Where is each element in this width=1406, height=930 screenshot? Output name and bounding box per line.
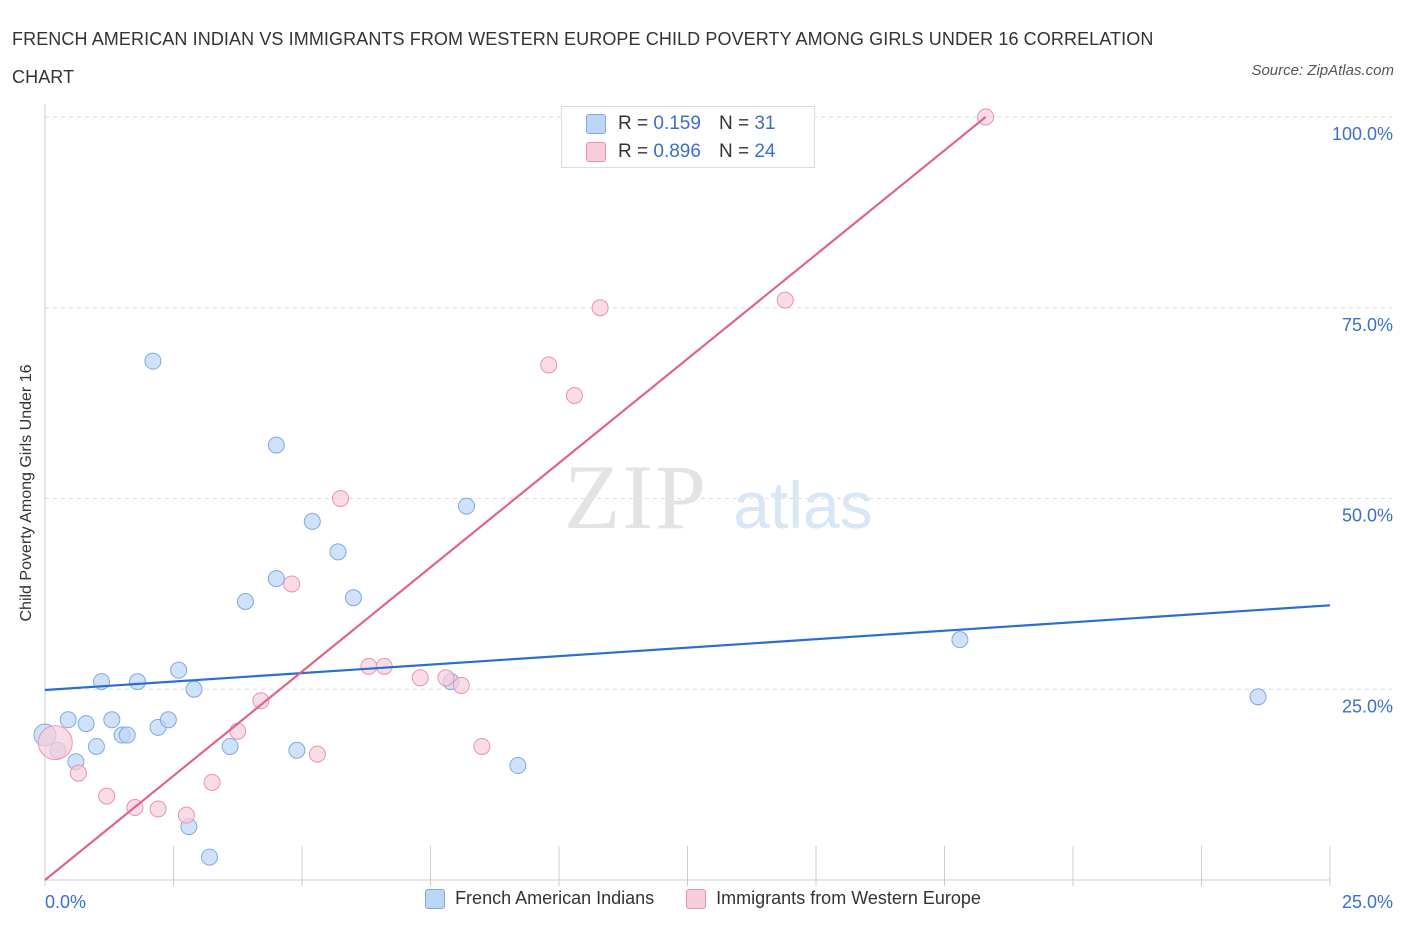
data-point [267,436,285,454]
data-point [411,669,429,687]
legend-label: French American Indians [455,888,655,908]
stats-r-label: R = [618,141,649,162]
stats-swatch-pink [586,142,606,162]
data-point [118,726,136,744]
x-tick-label: 0.0% [45,892,86,912]
data-point [509,757,527,775]
data-point [457,497,475,515]
data-point [159,711,177,729]
y-tick-label: 100.0% [1332,124,1393,144]
stats-n-value: 24 [754,141,776,162]
data-point [360,657,378,675]
series-immigrants-western-europe [37,108,995,824]
stats-r-value: 0.896 [653,141,701,162]
series-french-american-indians [33,352,1267,866]
data-point [267,570,285,588]
data-point [229,722,247,740]
data-point [185,680,203,698]
data-point [303,512,321,530]
data-point [37,725,73,761]
legend-label: Immigrants from Western Europe [716,888,981,908]
data-point [591,299,609,317]
data-point [344,589,362,607]
watermark-zip: ZIP [564,446,708,548]
data-point [951,631,969,649]
stats-row-pink: R = 0.896 N = 24 [586,139,775,165]
watermark-atlas: atlas [733,468,872,542]
data-point [332,490,350,507]
data-point [283,575,301,593]
data-point [329,543,347,561]
stats-swatch-blue [586,114,606,134]
data-point [437,669,455,687]
data-point [308,745,326,763]
trend-line [44,604,1331,692]
trend-line [44,116,987,881]
data-point [129,673,147,691]
data-point [59,711,77,729]
stats-r-label: R = [618,113,649,134]
y-axis-label: Child Poverty Among Girls Under 16 [18,364,35,622]
trend-lines [44,116,1331,881]
data-point [540,356,558,374]
data-point [77,715,95,733]
chart-legend: French American Indians Immigrants from … [0,888,1406,909]
chart-title: FRENCH AMERICAN INDIAN VS IMMIGRANTS FRO… [12,29,1154,87]
data-point [236,593,254,611]
data-point [203,773,221,791]
stats-box: R = 0.159 N = 31 R = 0.896 N = 24 [561,106,815,168]
source-credit: Source: ZipAtlas.com [1251,62,1394,79]
data-point [87,737,105,755]
stats-n-label: N = [718,141,750,162]
data-point [103,711,121,729]
stats-n-label: N = [718,113,750,134]
legend-item-immigrants-western-europe: Immigrants from Western Europe [686,888,981,909]
stats-n-value: 31 [754,113,776,134]
data-point [98,787,116,805]
data-point [776,291,794,309]
data-point [149,800,167,818]
legend-item-french-american-indians: French American Indians [425,888,654,909]
data-point [170,661,188,679]
data-point [252,692,270,710]
watermark: ZIP atlas [564,446,873,548]
y-tick-label: 25.0% [1342,696,1393,716]
tick-labels: 100.0% 75.0% 50.0% 25.0% 0.0% 25.0% [45,124,1393,912]
x-tick-label: 25.0% [1342,892,1393,912]
data-point [221,737,239,755]
data-point [177,806,195,824]
stats-row-blue: R = 0.159 N = 31 [586,111,775,137]
stats-r-value: 0.159 [653,113,701,134]
y-tick-label: 50.0% [1342,506,1393,526]
legend-swatch-blue [425,888,446,909]
data-point [200,848,218,866]
data-point [452,676,470,694]
data-point [1249,688,1267,706]
data-point [144,352,162,370]
data-point [565,386,583,404]
y-tick-label: 75.0% [1342,315,1393,335]
data-point [288,741,306,759]
data-point [69,764,87,782]
data-point [473,737,491,755]
legend-swatch-pink [686,888,707,909]
